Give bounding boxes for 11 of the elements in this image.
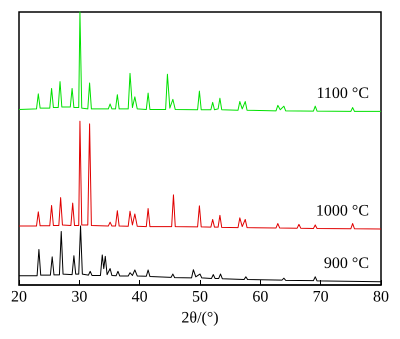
x-tick-label: 50 <box>192 288 208 306</box>
x-axis-title: 2θ/(°) <box>181 309 219 326</box>
series-label: 900 °C <box>324 255 369 272</box>
series-label: 1000 °C <box>316 202 369 220</box>
x-tick-label: 70 <box>312 288 329 306</box>
x-tick-label: 30 <box>71 288 88 306</box>
x-tick-label: 20 <box>11 288 27 306</box>
x-tick-label: 60 <box>252 288 268 306</box>
series-label: 1100 °C <box>316 84 369 102</box>
x-tick-label: 40 <box>132 288 148 306</box>
x-tick-label: 80 <box>373 288 389 306</box>
